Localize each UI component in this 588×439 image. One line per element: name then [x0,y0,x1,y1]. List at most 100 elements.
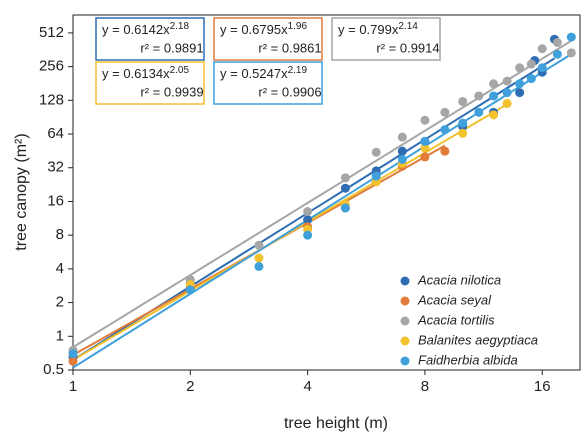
equation-box [213,17,323,61]
fit-exponent: 2.19 [288,65,308,76]
fit-equation-base: y = 0.5247x [220,66,288,81]
legend-marker [400,356,410,366]
point [397,154,407,164]
point [526,74,536,84]
point [566,48,576,58]
fit-r2: r² = 0.9861 [258,40,321,55]
y-tick-label: 128 [39,91,64,108]
point [420,143,430,153]
point [440,125,450,135]
fit-exponent: 2.18 [170,21,190,32]
fit-equation: y = 0.799x2.14 [338,21,418,38]
equation-box [331,17,441,61]
point [440,107,450,117]
legend-label: Acacia tortilis [417,312,495,327]
x-tick-label: 16 [534,378,551,395]
point [68,356,78,366]
plot-frame [72,14,581,371]
legend-marker [400,276,410,286]
y-tick-label: 16 [47,192,64,209]
x-tick-label: 4 [303,378,311,395]
fit-equation: y = 0.6134x2.05 [102,65,189,82]
point [502,88,512,98]
point [254,253,264,263]
point [340,183,350,193]
point [552,38,562,48]
point [489,91,499,101]
point [458,128,468,138]
point [526,59,536,69]
point [397,132,407,142]
point [515,88,525,98]
point [303,230,313,240]
fit-exponent: 2.14 [398,21,418,32]
point [474,91,484,101]
fit-line [72,53,572,369]
fit-equation: y = 0.6142x2.18 [102,21,189,38]
y-tick-label: 4 [56,260,64,277]
point [552,49,562,59]
point [420,152,430,162]
fit-equation-base: y = 0.799x [338,22,399,37]
equation-box [213,61,323,105]
point [340,173,350,183]
point [303,207,313,217]
legend-label: Faidherbia albida [418,352,518,367]
point [254,240,264,250]
point [458,96,468,106]
fit-exponent: 2.05 [170,65,190,76]
y-tick-label: 1 [56,327,64,344]
point [420,115,430,125]
point [440,146,450,156]
y-tick-label: 32 [47,159,64,176]
point [566,32,576,42]
legend-marker [400,296,410,306]
point [489,110,499,120]
point [458,118,468,128]
point [340,203,350,213]
point [397,146,407,156]
legend-label: Balanites aegyptiaca [418,332,538,347]
equation-box [95,17,205,61]
fit-r2: r² = 0.9891 [140,40,203,55]
y-tick-label: 2 [56,294,64,311]
point [537,63,547,73]
point [303,215,313,225]
point [515,79,525,89]
fit-line [72,39,572,349]
point [371,171,381,181]
fit-equation: y = 0.6795x1.96 [220,21,307,38]
legend-marker [400,336,410,346]
legend-label: Acacia nilotica [417,272,501,287]
equation-box [95,61,205,105]
point [474,107,484,117]
fit-r2: r² = 0.9939 [140,84,203,99]
fit-equation-base: y = 0.6134x [102,66,170,81]
y-tick-label: 0.5 [43,361,64,378]
x-tick-label: 1 [69,378,77,395]
y-tick-label: 512 [39,24,64,41]
fit-equation: y = 0.5247x2.19 [220,65,307,82]
fit-equation-base: y = 0.6795x [220,22,288,37]
legend-label: Acacia seyal [417,292,492,307]
point [515,63,525,73]
y-tick-label: 256 [39,58,64,75]
x-tick-label: 8 [421,378,429,395]
x-tick-label: 2 [186,378,194,395]
point [254,262,264,272]
y-tick-label: 8 [56,226,64,243]
fit-r2: r² = 0.9914 [376,40,439,55]
point [537,44,547,54]
point [185,285,195,295]
y-tick-label: 64 [47,125,64,142]
point [502,98,512,108]
point [489,79,499,89]
legend-marker [400,316,410,326]
point [420,136,430,146]
point [68,349,78,359]
fit-equation-base: y = 0.6142x [102,22,170,37]
point [502,76,512,86]
fit-r2: r² = 0.9906 [258,84,321,99]
x-axis-label: tree height (m) [284,415,388,432]
